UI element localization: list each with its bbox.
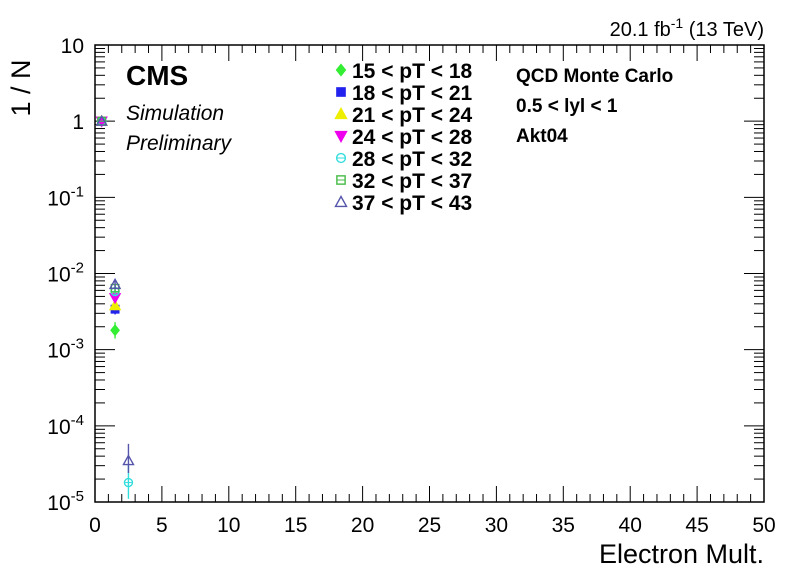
x-tick-label: 0	[89, 514, 101, 537]
data-point	[108, 299, 122, 311]
legend-marker	[336, 87, 346, 97]
y-tick-label: 10-5	[47, 488, 84, 515]
axis-ticks	[94, 44, 765, 503]
legend-marker	[334, 130, 348, 143]
x-tick-label: 15	[284, 514, 307, 537]
x-tick-label: 30	[485, 514, 508, 537]
x-tick-label: 25	[418, 514, 441, 537]
info-line-1: QCD Monte Carlo	[516, 66, 673, 87]
data-points	[95, 114, 135, 499]
y-tick-label: 10-3	[47, 336, 84, 363]
cms-label: CMS	[126, 60, 188, 91]
legend-label: 32 < pT < 37	[352, 170, 472, 193]
lumi-exponent: -1	[671, 15, 684, 31]
y-axis-title: 1 / N	[6, 59, 36, 116]
lumi-energy: (13 TeV)	[683, 19, 764, 41]
luminosity-label: 20.1 fb-1 (13 TeV)	[610, 15, 764, 41]
x-tick-label: 50	[752, 514, 775, 537]
legend-label: 28 < pT < 32	[352, 148, 472, 171]
y-tick-label: 10-2	[47, 260, 84, 287]
x-tick-label: 5	[156, 514, 168, 537]
cms-preliminary-label: Preliminary	[126, 132, 233, 155]
legend-label: 15 < pT < 18	[352, 60, 473, 83]
legend-marker	[335, 63, 347, 77]
y-tick-label: 10-4	[47, 412, 84, 439]
legend-label: 21 < pT < 24	[352, 104, 473, 127]
x-tick-label: 35	[552, 514, 575, 537]
legend-label: 24 < pT < 28	[352, 126, 473, 149]
lumi-value: 20.1 fb	[610, 19, 671, 41]
data-point	[95, 114, 108, 126]
info-line-2: 0.5 < lyl < 1	[516, 96, 618, 117]
x-tick-label: 10	[217, 514, 240, 537]
axis-tick-labels: 0 5 10 15 20 25 30 35 40 45 50 10-5 10-4 10-3 10-2 10-1…	[47, 35, 775, 537]
x-tick-label: 45	[685, 514, 708, 537]
y-tick-label: 10	[61, 35, 84, 58]
legend-label: 18 < pT < 21	[352, 82, 473, 105]
x-tick-label: 20	[351, 514, 374, 537]
x-tick-label: 40	[619, 514, 642, 537]
x-axis-title: Electron Mult.	[599, 539, 764, 569]
legend-marker	[334, 195, 348, 208]
info-line-3: Akt04	[516, 126, 568, 147]
y-tick-label: 1	[72, 111, 84, 134]
data-point	[108, 277, 122, 290]
data-point	[110, 324, 120, 337]
legend-marker	[334, 107, 348, 120]
legend-label: 37 < pT < 43	[352, 192, 472, 215]
y-tick-label: 10-1	[47, 183, 84, 210]
data-point	[122, 454, 135, 466]
cms-simulation-label: Simulation	[126, 102, 224, 125]
